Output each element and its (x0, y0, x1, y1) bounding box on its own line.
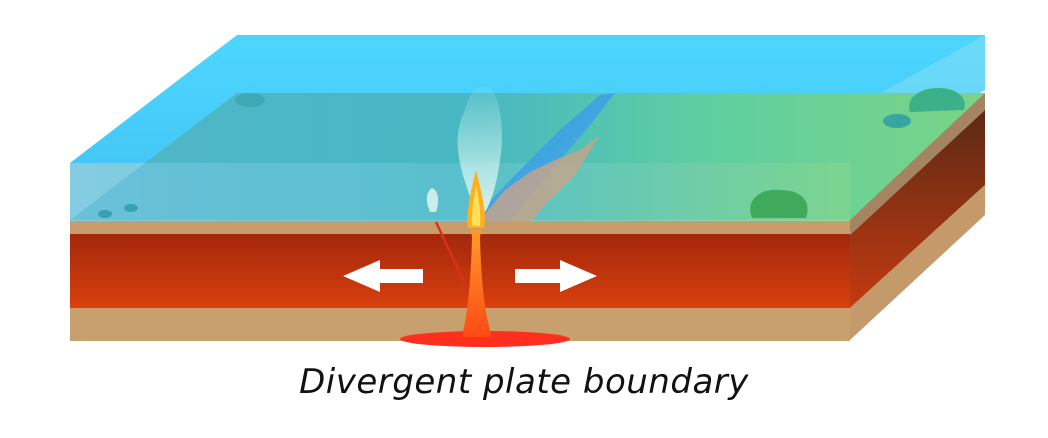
diagram-caption: Divergent plate boundary (299, 362, 749, 402)
arrow-left-icon (343, 260, 423, 292)
lower-right-side (850, 185, 985, 340)
arrow-right-icon (515, 260, 597, 292)
small-vent-plume (426, 188, 439, 212)
flame-core (471, 185, 481, 226)
rock (750, 189, 808, 218)
oceanic-crust (70, 221, 850, 234)
mantle-right-side (850, 110, 985, 308)
rock (235, 93, 265, 107)
rift-rock (478, 135, 600, 222)
crust-right-side (850, 93, 985, 235)
rock (98, 210, 112, 218)
magma-conduit (462, 230, 492, 337)
lava-pool (400, 331, 570, 347)
vent-line (434, 221, 468, 287)
plume (457, 86, 503, 212)
rock (909, 88, 965, 112)
ocean-front-face (70, 163, 850, 221)
rock (883, 114, 911, 128)
rock (124, 204, 138, 212)
divergent-boundary-diagram (70, 35, 985, 347)
